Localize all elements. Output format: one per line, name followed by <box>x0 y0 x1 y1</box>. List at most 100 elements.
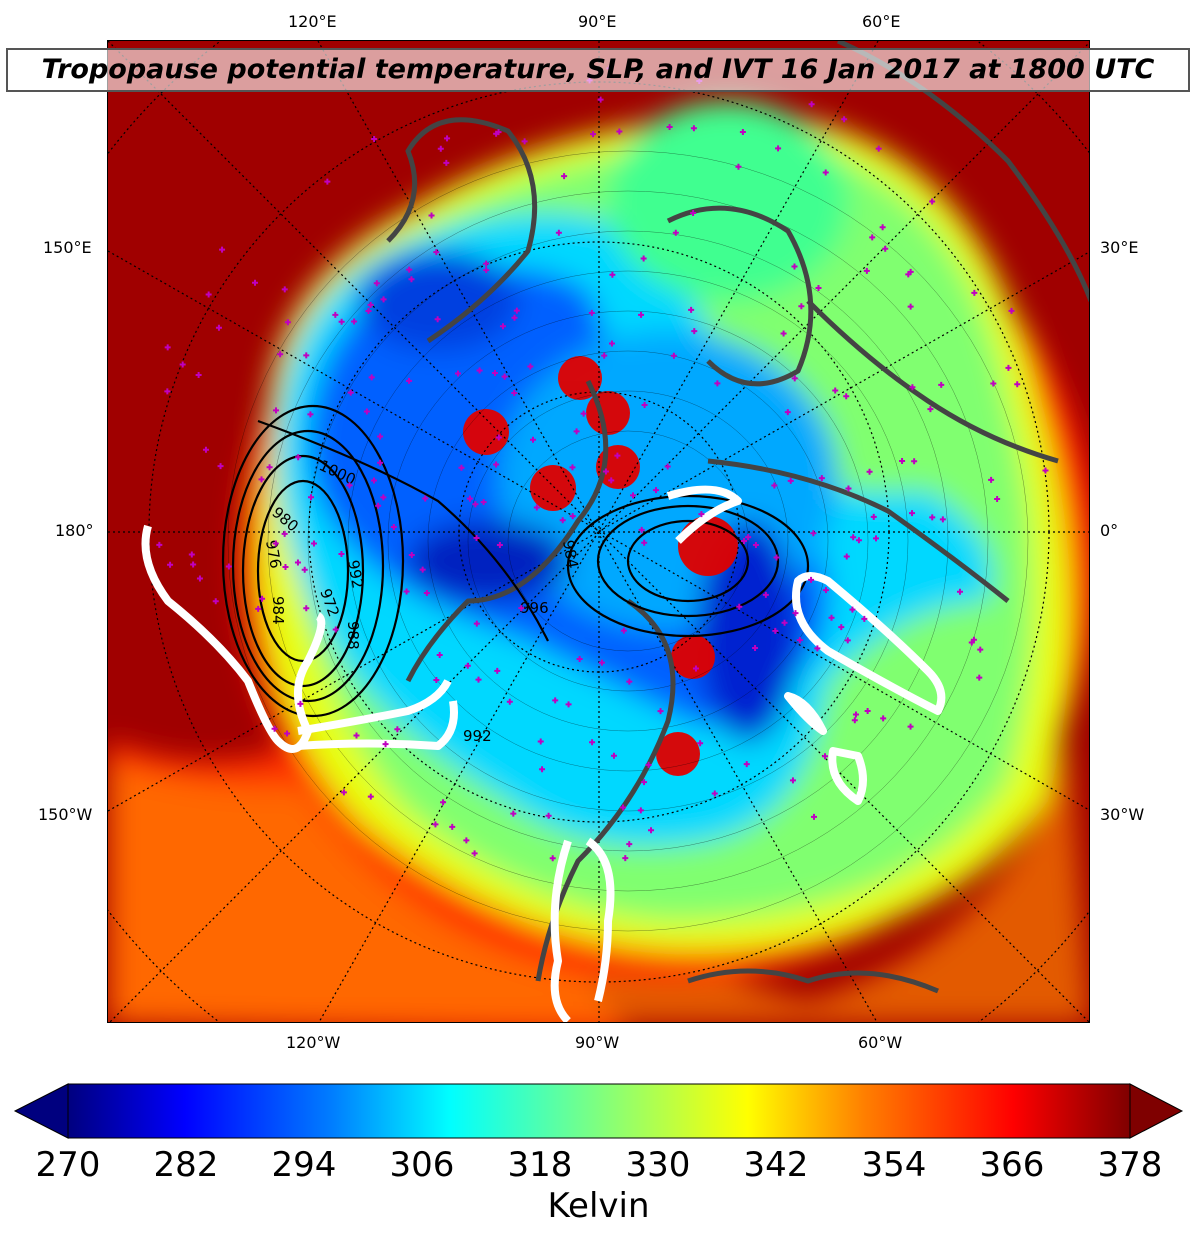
station-marker <box>641 402 648 409</box>
station-marker <box>555 229 562 236</box>
station-marker <box>308 494 315 501</box>
station-marker <box>688 306 695 313</box>
station-marker <box>648 827 655 834</box>
station-marker <box>791 375 798 382</box>
station-marker <box>436 652 443 659</box>
slp-label: 988 <box>344 621 362 650</box>
lon-label-90e: 90°E <box>578 12 617 31</box>
station-marker <box>437 145 444 152</box>
station-marker <box>527 363 534 370</box>
station-marker <box>493 130 500 137</box>
station-marker <box>841 116 848 123</box>
station-marker <box>272 540 279 547</box>
station-marker <box>818 475 825 482</box>
station-marker <box>272 407 279 414</box>
colorbar-tick-label: 342 <box>743 1145 809 1185</box>
station-marker <box>988 476 995 483</box>
station-marker <box>927 406 934 413</box>
station-marker <box>850 534 857 541</box>
station-marker <box>843 553 850 560</box>
station-marker <box>496 542 503 549</box>
station-marker <box>752 542 759 549</box>
station-marker <box>380 494 387 501</box>
station-marker <box>798 303 805 310</box>
station-marker <box>371 135 378 142</box>
station-marker <box>672 229 679 236</box>
colorbar-min-extend <box>13 1083 69 1139</box>
station-marker <box>449 823 456 830</box>
station-marker <box>690 209 697 216</box>
station-marker <box>501 373 508 380</box>
station-marker <box>861 615 868 622</box>
station-marker <box>370 477 377 484</box>
colorbar-tick-label: 306 <box>389 1145 455 1185</box>
lon-label-120e: 120°E <box>288 12 337 31</box>
station-marker <box>266 464 273 471</box>
station-marker <box>875 145 882 152</box>
station-marker <box>745 534 752 541</box>
station-marker <box>772 627 779 634</box>
station-marker <box>382 741 389 748</box>
station-marker <box>589 739 596 746</box>
station-marker <box>281 530 288 537</box>
station-marker <box>294 559 301 566</box>
station-marker <box>365 308 372 315</box>
station-marker <box>433 676 440 683</box>
station-marker <box>598 659 605 666</box>
station-marker <box>637 807 644 814</box>
station-marker <box>428 212 435 219</box>
station-marker <box>1042 467 1049 474</box>
station-marker <box>641 539 648 546</box>
station-marker <box>610 752 617 759</box>
station-marker <box>463 837 470 844</box>
station-marker <box>368 374 375 381</box>
station-marker <box>340 789 347 796</box>
slp-label: 992 <box>344 559 367 590</box>
lon-label-60w: 60°W <box>858 1033 903 1052</box>
station-marker <box>789 777 796 784</box>
station-marker <box>281 286 288 293</box>
station-marker <box>907 268 914 275</box>
station-marker <box>511 389 518 396</box>
station-marker <box>518 605 525 612</box>
station-marker <box>363 408 370 415</box>
station-marker <box>852 711 859 718</box>
station-marker <box>495 434 502 441</box>
station-marker <box>219 246 226 253</box>
lon-label-30e: 30°E <box>1100 238 1139 257</box>
station-marker <box>752 645 759 652</box>
station-marker <box>332 626 339 633</box>
station-marker <box>202 446 209 453</box>
station-marker <box>869 234 876 241</box>
station-marker <box>909 510 916 517</box>
station-marker <box>494 667 501 674</box>
station-marker <box>464 662 471 669</box>
station-marker <box>537 738 544 745</box>
station-marker <box>810 813 817 820</box>
station-marker <box>602 468 609 475</box>
station-marker <box>380 296 387 303</box>
colorbar-tick-label: 282 <box>153 1145 219 1185</box>
station-marker <box>810 530 817 537</box>
lon-label-180: 180° <box>55 521 94 540</box>
station-marker <box>573 428 580 435</box>
station-marker <box>473 620 480 627</box>
station-marker <box>225 563 232 570</box>
station-marker <box>499 323 506 330</box>
station-marker <box>616 128 623 135</box>
station-marker <box>195 371 202 378</box>
colorbar-tick-label: 270 <box>35 1145 101 1185</box>
station-marker <box>277 351 284 358</box>
station-marker <box>346 482 353 489</box>
station-marker <box>899 458 906 465</box>
station-marker <box>909 384 916 391</box>
station-marker <box>843 393 850 400</box>
station-marker <box>911 458 918 465</box>
station-marker <box>167 561 174 568</box>
station-marker <box>590 131 597 138</box>
station-marker <box>513 307 520 314</box>
station-marker <box>353 732 360 739</box>
station-marker <box>476 367 483 374</box>
station-marker <box>609 271 616 278</box>
station-marker <box>828 614 835 621</box>
